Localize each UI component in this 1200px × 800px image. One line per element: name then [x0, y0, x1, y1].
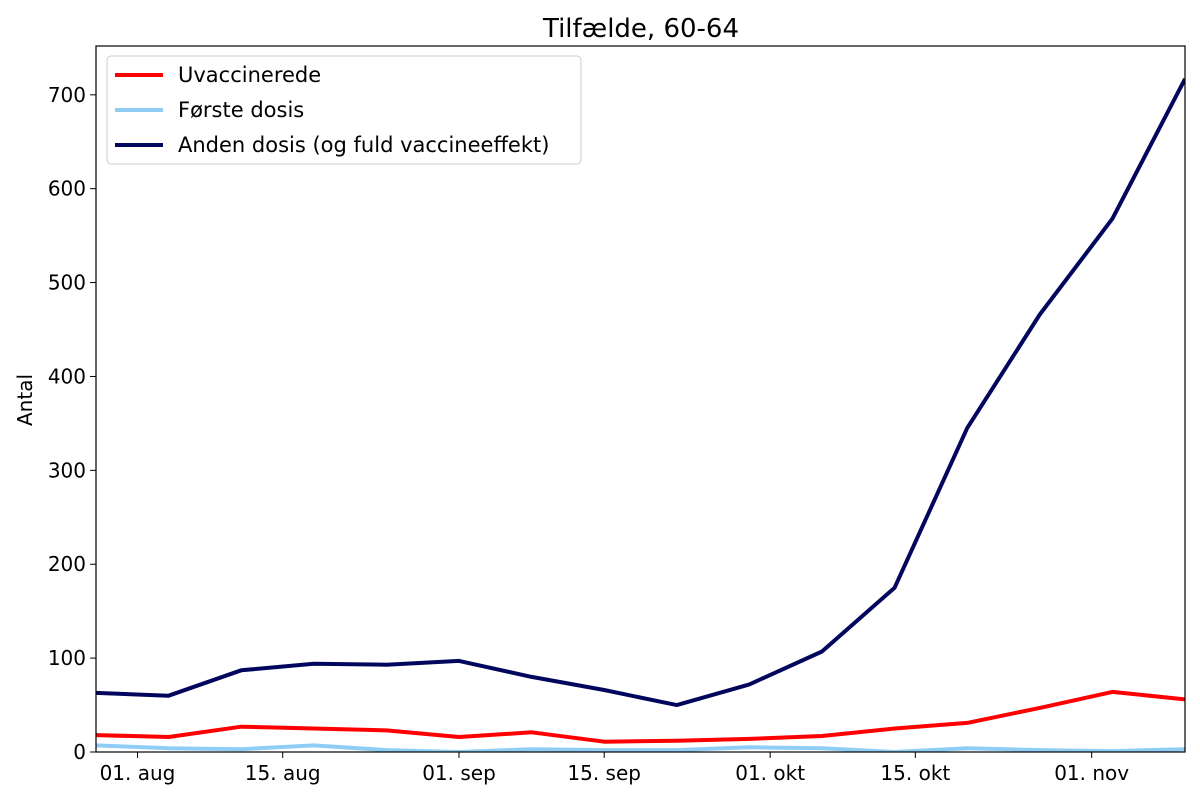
series-line-anden-dosis — [96, 77, 1185, 708]
plot-lines — [96, 77, 1185, 752]
y-tick-label: 0 — [73, 740, 86, 764]
y-tick-label: 500 — [48, 271, 86, 295]
legend-label-anden-dosis: Anden dosis (og fuld vaccineeffekt) — [178, 133, 549, 157]
series-line-foerste-dosis — [96, 743, 1185, 752]
legend-label-foerste-dosis: Første dosis — [178, 98, 304, 122]
y-tick-label: 100 — [48, 646, 86, 670]
y-axis: 0 100 200 300 400 500 600 700 — [48, 83, 96, 764]
y-tick-label: 700 — [48, 83, 86, 107]
y-tick-label: 200 — [48, 552, 86, 576]
series-line-uvaccinerede — [96, 689, 1185, 744]
y-tick-label: 300 — [48, 458, 86, 482]
chart-title: Tilfælde, 60-64 — [542, 14, 739, 44]
x-tick-label: 01. nov — [1054, 761, 1129, 785]
x-axis: 01. aug 15. aug 01. sep 15. sep 01. okt 15. o… — [100, 752, 1129, 785]
x-tick-label: 15. okt — [880, 761, 950, 785]
x-tick-label: 01. aug — [100, 761, 176, 785]
x-tick-label: 15. aug — [245, 761, 321, 785]
legend-label-uvaccinerede: Uvaccinerede — [178, 63, 321, 87]
x-tick-label: 01. sep — [422, 761, 496, 785]
legend-box — [106, 55, 582, 165]
x-tick-label: 01. okt — [735, 761, 805, 785]
y-tick-label: 600 — [48, 177, 86, 201]
plot-frame — [95, 45, 1186, 753]
legend: Uvaccinerede Første dosis Anden dosis (o… — [106, 55, 582, 165]
y-tick-label: 400 — [48, 364, 86, 388]
x-tick-label: 15. sep — [567, 761, 641, 785]
y-axis-label: Antal — [13, 374, 37, 426]
